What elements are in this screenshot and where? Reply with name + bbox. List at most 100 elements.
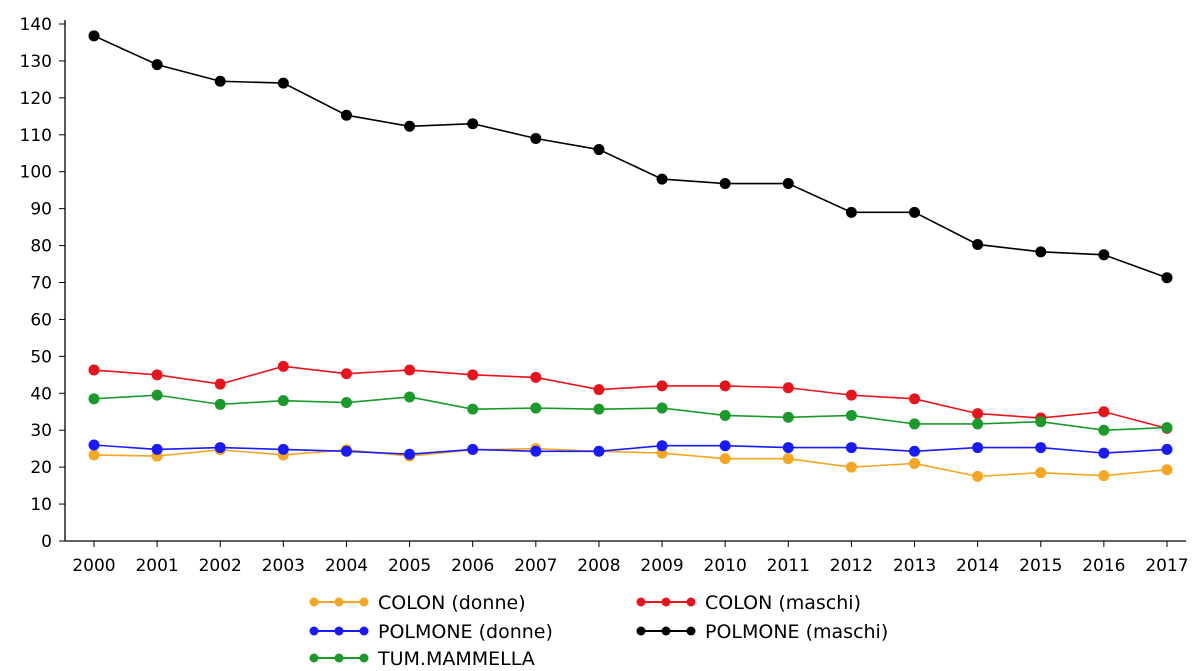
data-point bbox=[719, 380, 731, 392]
legend-marker bbox=[309, 597, 319, 607]
data-point bbox=[909, 457, 921, 469]
data-point bbox=[277, 360, 289, 372]
legend-marker bbox=[334, 653, 344, 663]
chart-axes: 0 10 20 30 40 50 60 70 80 90 100 110 120 130 140 2000 20… bbox=[20, 15, 1189, 576]
data-point bbox=[656, 380, 668, 392]
data-point bbox=[845, 389, 857, 401]
legend-marker bbox=[359, 626, 369, 636]
y-tick-label: 130 bbox=[20, 52, 52, 72]
data-point bbox=[593, 384, 605, 396]
legend-marker bbox=[636, 626, 646, 636]
x-tick-label: 2001 bbox=[135, 556, 178, 576]
x-tick-label: 2013 bbox=[893, 556, 936, 576]
legend-item: TUM.MAMMELLA bbox=[309, 648, 535, 670]
x-tick-label: 2015 bbox=[1019, 556, 1062, 576]
data-point bbox=[845, 461, 857, 473]
series-line bbox=[93, 447, 1168, 478]
x-tick-label: 2014 bbox=[956, 556, 999, 576]
series-line bbox=[93, 394, 1168, 432]
legend-marker bbox=[309, 626, 319, 636]
data-point bbox=[845, 442, 857, 454]
x-tick-label: 2003 bbox=[262, 556, 305, 576]
data-point bbox=[909, 418, 921, 430]
legend-marker bbox=[334, 597, 344, 607]
series-colon-maschi bbox=[88, 360, 1173, 434]
data-point bbox=[909, 445, 921, 457]
y-tick-label: 20 bbox=[30, 458, 52, 478]
data-point bbox=[214, 75, 226, 87]
data-point bbox=[214, 398, 226, 410]
legend-label: TUM.MAMMELLA bbox=[377, 648, 535, 670]
data-point bbox=[593, 144, 605, 156]
legend-marker bbox=[334, 626, 344, 636]
series-line bbox=[93, 444, 1168, 456]
data-point bbox=[214, 378, 226, 390]
data-point bbox=[530, 132, 542, 144]
data-point bbox=[340, 109, 352, 121]
data-point bbox=[340, 445, 352, 457]
x-tick-label: 2002 bbox=[199, 556, 242, 576]
data-point bbox=[88, 439, 100, 451]
series-line bbox=[93, 365, 1168, 430]
legend-label: COLON (donne) bbox=[378, 592, 526, 614]
data-point bbox=[1098, 406, 1110, 418]
legend-marker bbox=[661, 597, 671, 607]
legend-item: POLMONE (maschi) bbox=[636, 621, 888, 643]
series-tum-mammella bbox=[88, 389, 1173, 436]
data-point bbox=[719, 440, 731, 452]
x-tick-label: 2010 bbox=[704, 556, 747, 576]
chart-legend: COLON (donne) COLON (maschi) POLMONE (donn… bbox=[309, 592, 888, 670]
data-point bbox=[404, 391, 416, 403]
legend-marker bbox=[686, 626, 696, 636]
y-tick-label: 0 bbox=[41, 532, 52, 552]
x-tick-label: 2000 bbox=[72, 556, 115, 576]
data-point bbox=[151, 369, 163, 381]
legend-marker bbox=[359, 597, 369, 607]
x-tick-label: 2011 bbox=[767, 556, 810, 576]
data-point bbox=[1161, 272, 1173, 284]
legend-item: COLON (maschi) bbox=[636, 592, 861, 614]
y-tick-label: 40 bbox=[30, 384, 52, 404]
series-polmone-maschi bbox=[88, 30, 1173, 284]
legend-label: POLMONE (donne) bbox=[378, 621, 553, 643]
data-point bbox=[972, 408, 984, 420]
data-point bbox=[656, 173, 668, 185]
data-point bbox=[656, 440, 668, 452]
data-point bbox=[340, 368, 352, 380]
x-tick-label: 2006 bbox=[451, 556, 494, 576]
series-line bbox=[93, 35, 1168, 279]
data-point bbox=[530, 402, 542, 414]
data-point bbox=[782, 178, 794, 190]
legend-item: COLON (donne) bbox=[309, 592, 526, 614]
data-point bbox=[1098, 424, 1110, 436]
data-point bbox=[719, 409, 731, 421]
data-point bbox=[1161, 422, 1173, 434]
y-tick-label: 10 bbox=[30, 495, 52, 515]
data-point bbox=[340, 397, 352, 409]
y-tick-label: 80 bbox=[30, 237, 52, 257]
x-tick-label: 2008 bbox=[577, 556, 620, 576]
data-point bbox=[782, 411, 794, 423]
data-point bbox=[88, 449, 100, 461]
data-point bbox=[151, 443, 163, 455]
data-point bbox=[1035, 442, 1047, 454]
legend-marker bbox=[661, 626, 671, 636]
data-point bbox=[909, 206, 921, 218]
data-point bbox=[1035, 416, 1047, 428]
x-tick-label: 2017 bbox=[1145, 556, 1188, 576]
legend-label: COLON (maschi) bbox=[705, 592, 861, 614]
data-point bbox=[782, 442, 794, 454]
data-point bbox=[277, 443, 289, 455]
y-tick-label: 140 bbox=[20, 15, 52, 35]
data-point bbox=[151, 389, 163, 401]
data-point bbox=[845, 409, 857, 421]
data-point bbox=[88, 393, 100, 405]
data-point bbox=[782, 453, 794, 465]
data-point bbox=[1161, 464, 1173, 476]
x-tick-label: 2005 bbox=[388, 556, 431, 576]
x-tick-label: 2007 bbox=[514, 556, 557, 576]
data-point bbox=[467, 443, 479, 455]
data-point bbox=[404, 448, 416, 460]
legend-marker bbox=[359, 653, 369, 663]
data-point bbox=[656, 402, 668, 414]
